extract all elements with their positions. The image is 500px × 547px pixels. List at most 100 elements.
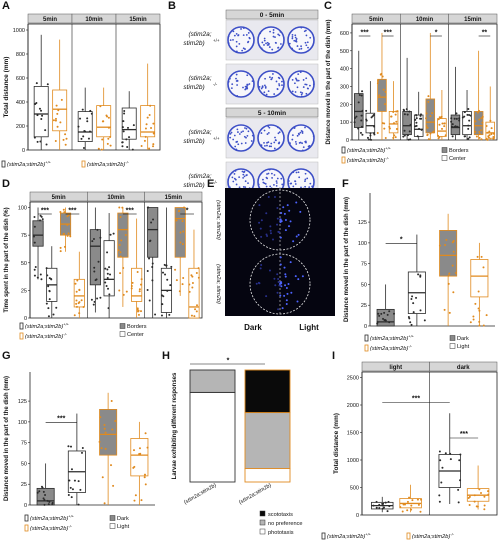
- box-group-0-point: [151, 279, 154, 282]
- legend-wt-sup: +/+: [385, 146, 391, 151]
- box-group-2-point: [426, 126, 429, 129]
- y-axis-title: Total distance (mm): [333, 413, 340, 474]
- trajectory-mark: [284, 284, 287, 287]
- box-group-2-point: [376, 132, 379, 135]
- trajectory-mark: [248, 36, 251, 39]
- box-mut-point: [487, 490, 490, 493]
- box-group-3-point: [395, 120, 398, 123]
- y-tick-label: 75: [21, 233, 27, 239]
- row-label: stim2b): [183, 182, 204, 189]
- trajectory-mark: [227, 41, 230, 44]
- box-mut-point: [420, 498, 423, 501]
- trajectory-mark: [311, 185, 314, 188]
- box-group-1-point: [164, 273, 167, 276]
- box-group-3-point: [191, 275, 194, 278]
- trajectory-mark: [273, 141, 276, 144]
- trajectory-mark: [300, 47, 303, 50]
- box-mut-point: [105, 114, 108, 117]
- trajectory-mark: [236, 128, 239, 131]
- y-tick-label: 500: [340, 49, 349, 55]
- legend-mut-sup: -/-: [63, 332, 67, 337]
- box-group-0-point: [32, 235, 35, 238]
- box-group-0-point: [403, 113, 406, 116]
- box-wt-point: [439, 459, 442, 462]
- box-wt-point: [41, 114, 44, 117]
- box-group-0-point: [360, 125, 363, 128]
- trajectory-mark: [264, 144, 266, 147]
- box-mut-point: [410, 504, 413, 507]
- box-wt-point: [444, 452, 447, 455]
- box-wt-point: [458, 459, 461, 462]
- trajectory-mark: [262, 178, 264, 181]
- box-group-0-point: [154, 313, 157, 316]
- y-tick-label: 200: [16, 124, 25, 130]
- box-mut-point: [467, 496, 470, 499]
- box-group-1-point: [464, 135, 467, 138]
- box-group-2-point: [118, 206, 121, 209]
- trajectory-mark: [235, 183, 238, 186]
- y-axis-title: Distance moved in the part of the dish (…: [4, 376, 10, 501]
- box-group-0-point: [42, 497, 45, 500]
- box-group-0-point: [360, 119, 363, 122]
- trajectory-mark: [269, 30, 271, 33]
- box-group-0: [89, 229, 101, 286]
- box-group-2-point: [181, 243, 184, 246]
- box-mut-point: [483, 495, 486, 498]
- row-label: stim2b): [183, 138, 204, 145]
- boxplot-legend-glyph: [341, 156, 346, 164]
- box-group-3-point: [75, 299, 78, 302]
- trajectory-mark: [309, 36, 312, 39]
- box-group-3-point: [136, 307, 139, 310]
- facet-strip: [144, 191, 203, 202]
- box-wt-point: [449, 458, 452, 461]
- y-tick-label: 500: [350, 486, 359, 492]
- box-wt-point: [82, 146, 85, 149]
- legend-wt-sup: +/+: [365, 532, 371, 537]
- box-group-0-point: [93, 270, 96, 273]
- box-wt-point: [459, 479, 462, 482]
- legend-mut-label: (stim2a;stim2b): [30, 526, 68, 532]
- box-group-0-point: [455, 112, 458, 115]
- box-group-3-point: [134, 494, 137, 497]
- trajectory-mark: [272, 31, 275, 34]
- trajectory-mark: [297, 171, 300, 174]
- box-group-2-point: [118, 289, 121, 292]
- trajectory-mark: [247, 40, 250, 43]
- box-group-2-point: [425, 124, 428, 127]
- box-group-2-point: [474, 130, 477, 133]
- boxplot-legend-glyph: [24, 514, 29, 522]
- box-group-0-point: [377, 312, 380, 315]
- trajectory-mark: [255, 282, 258, 285]
- box-group-2-point: [117, 249, 120, 252]
- trajectory-mark: [308, 186, 311, 189]
- box-group-1-point: [81, 446, 84, 449]
- y-tick-label: 1500: [347, 431, 359, 437]
- box-group-2-point: [122, 266, 125, 269]
- row-label: stim2b): [183, 84, 204, 91]
- box-mut-point: [60, 98, 63, 101]
- box-group-3: [188, 267, 200, 319]
- significance-stars: *: [435, 30, 438, 37]
- trajectory-mark: [304, 83, 307, 86]
- y-tick-label: 2000: [347, 403, 359, 409]
- trajectory-mark: [299, 131, 302, 134]
- trajectory-mark: [297, 79, 300, 82]
- panel-label-c: C: [324, 0, 332, 12]
- box-group-3: [485, 121, 495, 139]
- trajectory-mark: [272, 35, 275, 38]
- trajectory-mark: [234, 178, 237, 181]
- box-group-3-point: [146, 446, 149, 449]
- box-group-0-point: [38, 490, 41, 493]
- box-group-2: [117, 212, 129, 258]
- box-group-2-point: [478, 133, 481, 136]
- trajectory-mark: [283, 212, 286, 215]
- trajectory-mark: [276, 273, 279, 276]
- y-tick-label: 2500: [347, 376, 359, 382]
- box-group-3-point: [439, 116, 442, 119]
- legend-wt-label: (stim2a;stim2b): [327, 534, 365, 540]
- bar-segment-scototaxis: [244, 369, 291, 414]
- box-mut-point: [55, 104, 58, 107]
- box-group-1-point: [415, 114, 418, 117]
- box-mut-point: [149, 104, 152, 107]
- trajectory-mark: [274, 284, 277, 287]
